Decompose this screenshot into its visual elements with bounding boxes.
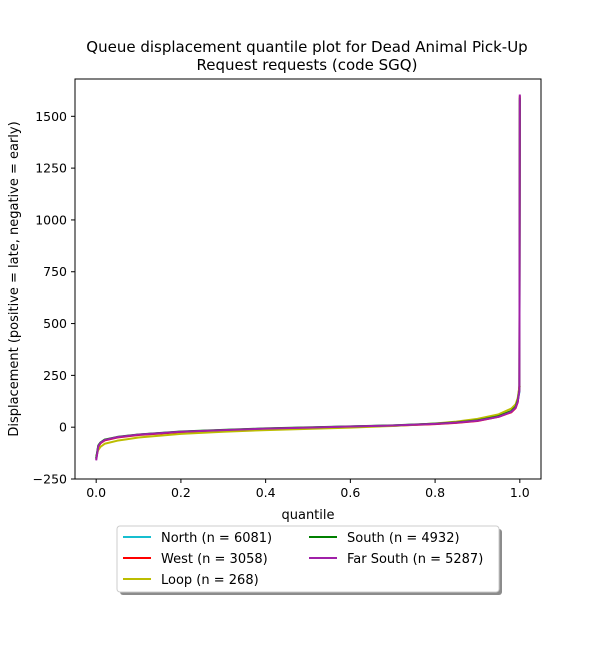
x-tick-label: 0.8 [425, 485, 445, 500]
series-line-4 [95, 94, 521, 461]
y-tick-label: 1000 [35, 212, 67, 227]
x-tick-label: 0.0 [86, 485, 106, 500]
x-tick-label: 0.4 [256, 485, 276, 500]
y-tick-label: 500 [43, 316, 67, 331]
legend-box [116, 525, 500, 593]
x-tick-label: 0.2 [171, 485, 191, 500]
legend-label: North (n = 6081) [161, 531, 272, 546]
y-axis-label: Displacement (positive = late, negative … [7, 121, 22, 436]
series-layer [95, 94, 521, 461]
x-tick-label: 1.0 [510, 485, 530, 500]
plot-frame [74, 78, 542, 480]
legend-label: West (n = 3058) [161, 552, 268, 567]
legend: North (n = 6081) West (n = 3058) Loop (n =… [116, 525, 502, 595]
chart-title-line-2: Request requests (code SGQ) [197, 56, 418, 74]
y-tick-label: 750 [43, 264, 67, 279]
x-tick-label: 0.6 [340, 485, 360, 500]
y-tick-label: 1250 [35, 161, 67, 176]
x-axis: 0.0 0.2 0.4 0.6 0.8 1.0 [86, 479, 530, 500]
x-axis-label: quantile [281, 508, 334, 523]
y-axis: −250 0 250 500 750 1000 1250 1500 [33, 109, 75, 487]
y-tick-label: 0 [59, 420, 67, 435]
y-tick-label: 250 [43, 368, 67, 383]
legend-label: Loop (n = 268) [161, 573, 259, 588]
series-line-0 [95, 99, 521, 459]
y-tick-label: −250 [33, 472, 67, 487]
chart-title-line-1: Queue displacement quantile plot for Dea… [86, 38, 527, 56]
series-line-2 [95, 385, 521, 457]
legend-label: South (n = 4932) [347, 531, 460, 546]
y-tick-label: 1500 [35, 109, 67, 124]
legend-label: Far South (n = 5287) [347, 552, 483, 567]
series-line-1 [95, 95, 521, 460]
series-line-3 [95, 97, 521, 459]
